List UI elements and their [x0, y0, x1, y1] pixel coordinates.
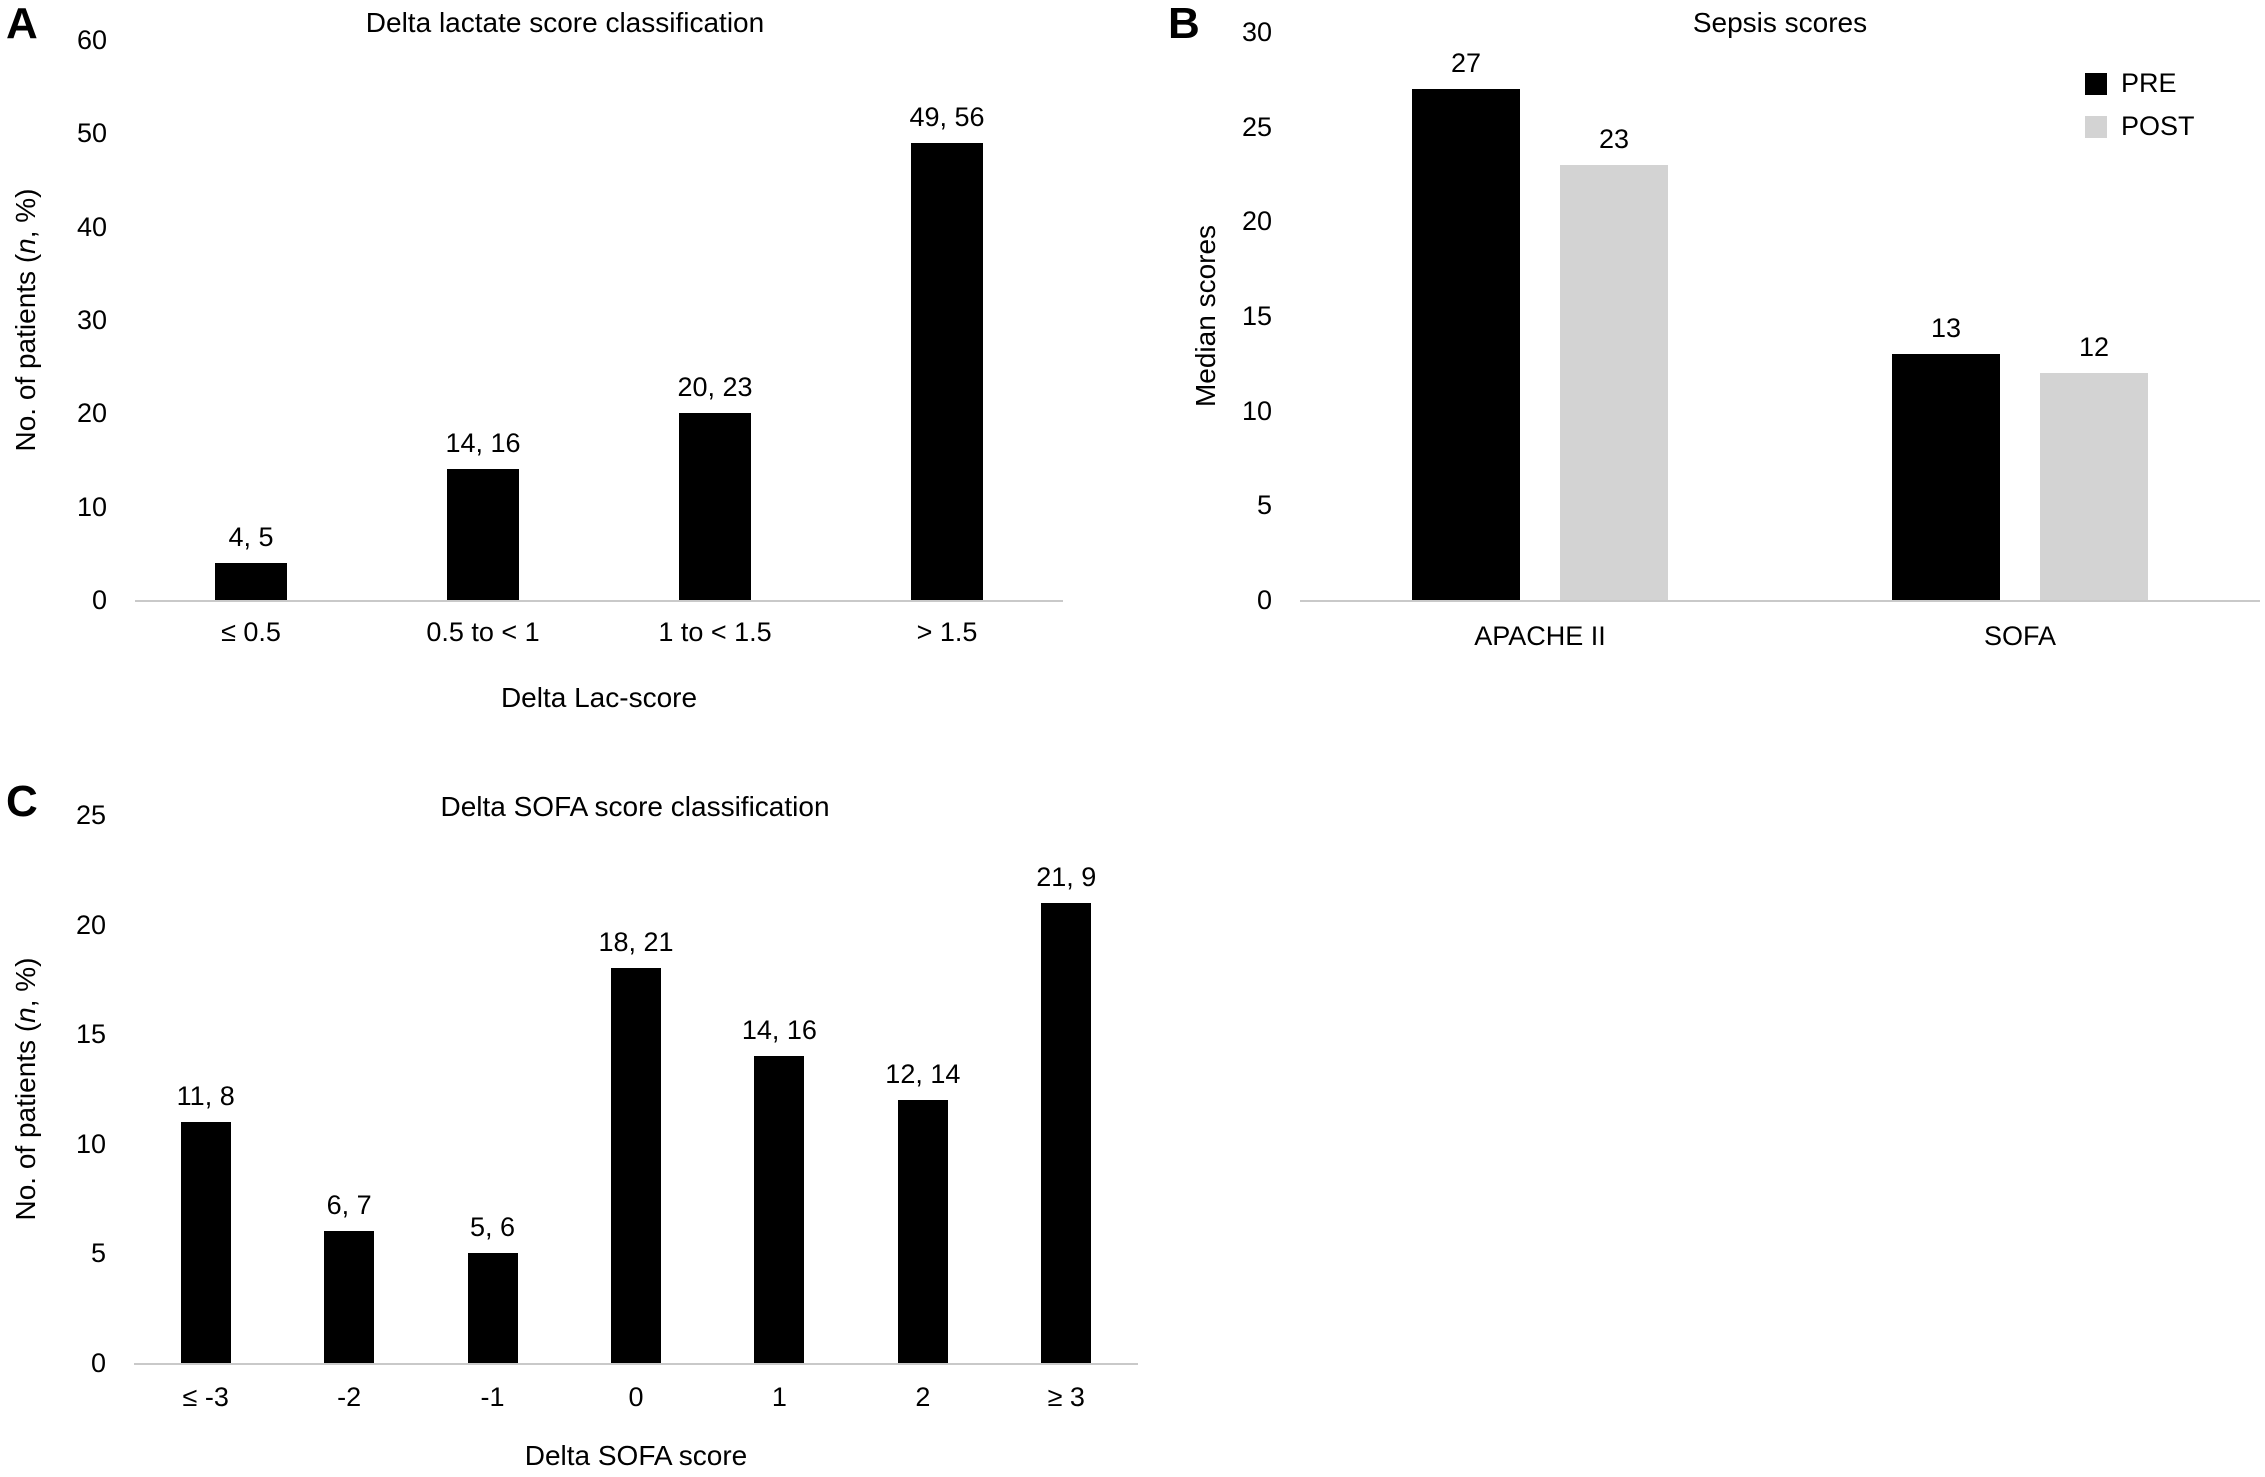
ylabel-text: , %) — [10, 957, 41, 1008]
bar-value-label: 4, 5 — [228, 521, 274, 552]
y-tick-label: 0 — [90, 1348, 106, 1378]
y-tick-label: 25 — [75, 800, 106, 830]
bar — [215, 562, 287, 600]
legend-label-post: POST — [2121, 111, 2195, 141]
panel-a: A Delta lactate score classification No.… — [0, 0, 1130, 750]
y-tick-label: 10 — [76, 491, 107, 522]
bar-value-label: 27 — [1450, 47, 1482, 78]
y-tick-label: 25 — [1241, 111, 1272, 142]
x-axis-line — [135, 600, 1063, 602]
panel-c-label: C — [6, 777, 38, 826]
x-axis-line — [1300, 600, 2260, 602]
y-tick-label: 50 — [76, 118, 107, 149]
y-tick-label: 15 — [75, 1019, 106, 1050]
panel-c-x-axis-label: Delta SOFA score — [524, 1440, 748, 1471]
x-tick-label: -2 — [337, 1382, 362, 1412]
y-tick-label: 40 — [76, 211, 107, 242]
x-tick-label: ≤ 0.5 — [221, 617, 281, 647]
legend-item-pre: PRE — [2085, 68, 2195, 99]
y-tick-label: 15 — [1241, 301, 1272, 331]
y-tick-label: 10 — [75, 1128, 106, 1159]
bar — [447, 469, 519, 600]
panel-b-label: B — [1168, 0, 1200, 48]
bar — [467, 1253, 518, 1363]
bar-value-label: 49, 56 — [909, 101, 985, 132]
bar — [611, 968, 661, 1363]
x-tick-label: 1 to < 1.5 — [658, 617, 772, 647]
bar-value-label: 12, 14 — [885, 1058, 961, 1089]
y-tick-label: 5 — [90, 1238, 106, 1269]
x-tick-label: ≥ 3 — [1047, 1382, 1085, 1412]
panel-b: B Sepsis scores Median scores PRE POST 0… — [1160, 0, 2265, 750]
bar — [754, 1056, 805, 1363]
panel-a-title: Delta lactate score classification — [365, 7, 765, 38]
pre-swatch-icon — [2085, 72, 2107, 95]
legend: PRE POST — [2085, 68, 2195, 154]
panel-a-label: A — [6, 0, 38, 48]
bar — [1560, 164, 1668, 600]
panel-c-y-axis-label: No. of patients (n, %) — [10, 957, 42, 1220]
y-tick-label: 20 — [1241, 206, 1272, 237]
bar-value-label: 21, 9 — [1036, 861, 1097, 892]
x-tick-label: ≤ -3 — [182, 1382, 229, 1412]
bar-value-label: 14, 16 — [445, 428, 521, 459]
panel-c: C Delta SOFA score classification No. of… — [0, 768, 1150, 1477]
y-tick-label: 0 — [1256, 585, 1272, 615]
legend-item-post: POST — [2085, 111, 2195, 142]
panel-c-title: Delta SOFA score classification — [440, 791, 830, 822]
bar-value-label: 23 — [1598, 123, 1630, 154]
x-tick-label: APACHE II — [1474, 621, 1606, 651]
bar — [1892, 353, 2000, 600]
x-tick-label: 0.5 to < 1 — [426, 617, 540, 647]
y-tick-label: 60 — [76, 25, 107, 55]
bar — [679, 413, 751, 600]
x-tick-label: 1 — [771, 1382, 787, 1412]
y-tick-label: 20 — [76, 398, 107, 429]
bar-value-label: 12 — [2078, 331, 2110, 362]
x-tick-label: > 1.5 — [916, 617, 978, 647]
bar — [180, 1121, 231, 1363]
panel-b-title: Sepsis scores — [1692, 7, 1868, 38]
bar-value-label: 20, 23 — [677, 372, 753, 403]
x-tick-label: SOFA — [1983, 621, 2057, 651]
legend-label-pre: PRE — [2121, 68, 2177, 98]
y-tick-label: 0 — [91, 585, 107, 615]
bar — [2040, 372, 2148, 600]
x-tick-label: 0 — [628, 1382, 644, 1412]
x-tick-label: -1 — [480, 1382, 505, 1412]
y-tick-label: 30 — [76, 305, 107, 335]
y-tick-label: 5 — [1256, 490, 1272, 521]
x-tick-label: 2 — [915, 1382, 931, 1412]
ylabel-text: No. of patients ( — [10, 1022, 41, 1221]
bar-value-label: 11, 8 — [176, 1080, 235, 1111]
bar-value-label: 18, 21 — [598, 927, 674, 958]
bar — [1412, 88, 1520, 600]
x-axis-line — [134, 1363, 1138, 1365]
bar — [911, 142, 983, 600]
panel-a-x-axis-label: Delta Lac-score — [500, 682, 698, 713]
bar — [324, 1231, 375, 1363]
bar-value-label: 13 — [1930, 312, 1962, 343]
bar-value-label: 14, 16 — [741, 1015, 817, 1046]
bar — [1041, 902, 1092, 1363]
y-tick-label: 10 — [1241, 395, 1272, 426]
bar-value-label: 5, 6 — [470, 1212, 516, 1243]
y-tick-label: 20 — [75, 909, 106, 940]
bar — [897, 1099, 948, 1363]
bar-value-label: 6, 7 — [326, 1190, 372, 1221]
post-swatch-icon — [2085, 115, 2107, 138]
y-tick-label: 30 — [1241, 17, 1272, 47]
